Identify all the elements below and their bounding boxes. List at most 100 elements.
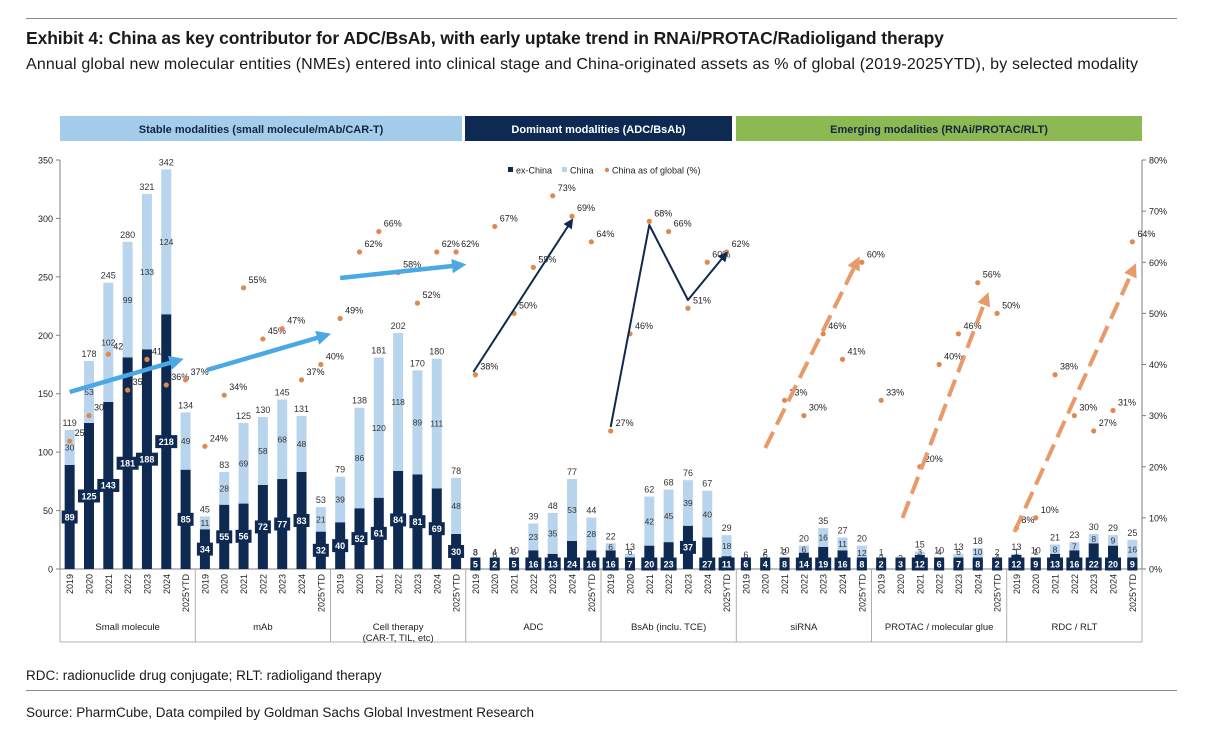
pct-dot — [221, 392, 227, 398]
x-tick-label: 2020 — [625, 574, 635, 594]
exchina-label-bg — [293, 514, 310, 528]
pct-label: 30% — [809, 403, 827, 413]
pct-dot — [666, 228, 672, 235]
total-label: 178 — [81, 349, 96, 359]
china-label: 9 — [1111, 536, 1116, 546]
pct-label: 36% — [171, 372, 189, 382]
bar-china — [644, 496, 655, 546]
footer-rule — [26, 690, 1177, 691]
group-label-cell-therapy: Cell therapy — [373, 622, 424, 633]
pct-dot — [839, 356, 846, 362]
x-tick-label: 2021 — [104, 574, 114, 594]
pct-label: 35% — [133, 377, 151, 387]
y-left-tick-label: 150 — [38, 389, 53, 399]
x-tick-label: 2025YTD — [857, 574, 867, 613]
x-tick-label: 2025YTD — [181, 574, 191, 613]
band-label-stable: Stable modalities (small molecule/mAb/CA… — [139, 124, 384, 136]
total-label: 13 — [625, 542, 635, 552]
exchina-label-bg — [679, 540, 696, 554]
exchina-label-bg — [235, 529, 252, 543]
bar-china — [257, 417, 268, 485]
pct-label: 50% — [1002, 300, 1020, 310]
total-label: 3 — [879, 553, 884, 563]
pct-label: 8% — [1021, 515, 1034, 525]
total-label: 48 — [548, 501, 558, 511]
exchina-label: 11 — [722, 559, 732, 569]
trend-arrow-sirna — [763, 256, 860, 449]
total-label: 119 — [62, 418, 76, 428]
china-label: 99 — [123, 295, 133, 305]
total-label: 125 — [236, 411, 251, 421]
pct-label: 25% — [75, 428, 93, 438]
total-label: 10 — [780, 545, 790, 555]
exchina-label-bg — [895, 557, 906, 571]
exchina-label: 16 — [528, 559, 538, 569]
y-right-tick-label: 30% — [1149, 411, 1167, 421]
bar-china — [798, 545, 809, 553]
y-right-tick-label: 10% — [1149, 513, 1167, 523]
x-tick-label: 2023 — [954, 574, 964, 594]
x-tick-label: 2020 — [220, 574, 230, 594]
bar-china — [219, 472, 230, 505]
bar-china — [64, 429, 75, 465]
x-tick-label: 2022 — [935, 574, 945, 594]
total-label: 27 — [838, 525, 848, 535]
x-tick-label: 2019 — [1012, 574, 1022, 594]
pct-dot — [1091, 428, 1097, 434]
exchina-label: 89 — [65, 512, 75, 522]
total-label: 45 — [200, 504, 210, 514]
x-tick-label: 2024 — [568, 574, 578, 594]
exchina-label: 14 — [799, 559, 809, 569]
total-label: 321 — [139, 182, 154, 192]
china-label: 16 — [818, 533, 828, 543]
total-label: 22 — [606, 531, 616, 541]
pct-label: 27% — [616, 418, 634, 428]
pct-label: 37% — [307, 367, 325, 377]
exchina-label-bg — [564, 557, 581, 571]
x-tick-label: 2021 — [239, 574, 249, 594]
china-label: 3 — [473, 547, 478, 557]
x-tick-label: 2023 — [1089, 574, 1099, 594]
exchina-label: 27 — [702, 559, 712, 569]
exchina-label: 2 — [492, 559, 497, 569]
bar-china — [972, 547, 983, 560]
bar-china — [1050, 544, 1061, 554]
pct-label: 73% — [558, 183, 576, 193]
total-label: 23 — [1069, 530, 1079, 540]
china-label: 45 — [664, 511, 674, 521]
exchina-label-bg — [489, 557, 500, 571]
exchina-label: 143 — [101, 481, 116, 491]
y-left-tick-label: 100 — [38, 448, 53, 458]
exchina-label-bg — [876, 557, 887, 571]
total-label: 78 — [451, 466, 461, 476]
pct-dot — [163, 382, 169, 388]
exchina-label: 7 — [627, 559, 632, 569]
exchina-label: 30 — [451, 547, 461, 557]
x-tick-label: 2025YTD — [316, 574, 326, 613]
exchina-label: 69 — [432, 524, 442, 534]
pct-dot — [994, 310, 1000, 316]
exchina-label-bg — [97, 478, 120, 492]
pct-dot — [646, 218, 652, 224]
exchina-label: 16 — [1069, 559, 1079, 569]
exchina-label: 12 — [1011, 559, 1021, 569]
china-label: 48 — [451, 501, 461, 511]
pct-label: 49% — [345, 305, 363, 315]
total-label: 30 — [1089, 522, 1099, 532]
x-tick-label: 2020 — [896, 574, 906, 594]
china-label: 1 — [1014, 547, 1019, 557]
exchina-label: 81 — [412, 517, 422, 527]
china-label: 120 — [372, 423, 386, 433]
exhibit-title: Exhibit 4: China as key contributor for … — [26, 28, 944, 48]
bar-china — [1108, 535, 1119, 546]
bar-china — [663, 489, 674, 543]
total-label: 13 — [953, 542, 963, 552]
pct-dot — [376, 228, 382, 235]
source-note: Source: PharmCube, Data compiled by Gold… — [26, 705, 534, 720]
x-tick-label: 2022 — [123, 574, 133, 594]
bar-china — [721, 535, 732, 557]
bar-china — [161, 169, 172, 315]
china-label: 118 — [391, 397, 405, 407]
bar-china — [586, 517, 597, 551]
bar-china — [296, 415, 307, 473]
